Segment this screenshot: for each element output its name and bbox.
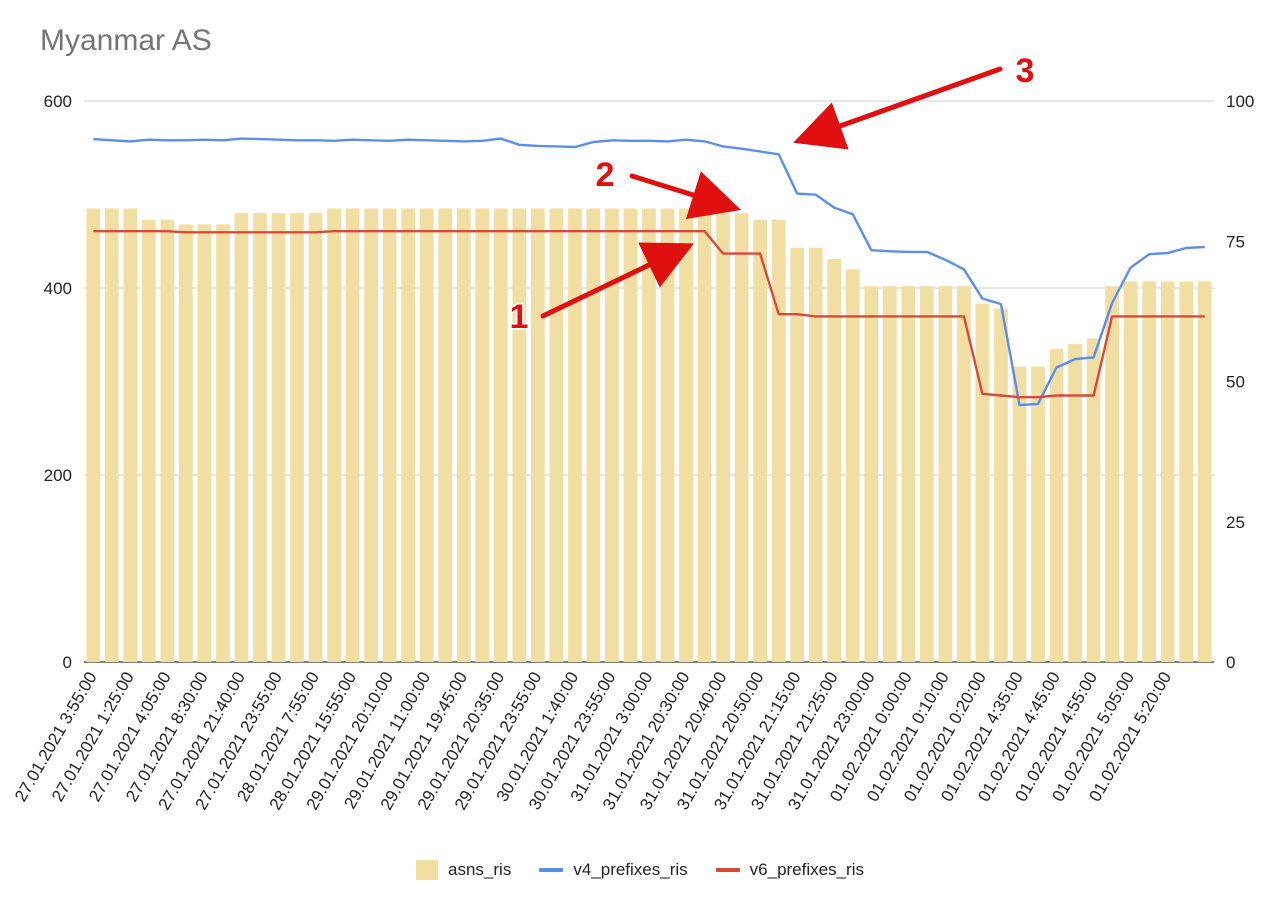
legend-item-v6[interactable]: v6_prefixes_ris [715,860,864,880]
bar-asns[interactable] [1049,348,1064,662]
annotation-arrow [540,242,695,319]
y-left-tick-label: 0 [63,653,72,672]
bar-asns[interactable] [197,224,212,663]
bar-asns[interactable] [216,224,230,663]
bar-asns[interactable] [86,208,101,662]
bar-asns[interactable] [642,208,656,662]
bar-asns[interactable] [697,208,712,662]
bar-asns[interactable] [419,208,434,662]
bar-asns[interactable] [845,269,860,662]
bar-asns[interactable] [994,308,1008,662]
bar-asns[interactable] [290,213,304,662]
y-right-tick-label: 25 [1226,513,1245,532]
y-right-tick-label: 50 [1226,373,1245,392]
bar-asns[interactable] [568,208,582,662]
bar-asns[interactable] [808,247,823,663]
chart-legend: asns_ris v4_prefixes_ris v6_prefixes_ris [0,860,1280,880]
annotation-arrow [793,66,1003,150]
annotation-label: 2 [596,156,615,194]
bar-asns[interactable] [271,213,286,662]
bar-asns[interactable] [1142,281,1157,662]
bar-asns[interactable] [734,213,749,662]
bar-asns[interactable] [827,259,842,662]
bar-asns[interactable] [475,208,490,662]
y-left-tick-label: 200 [44,466,72,485]
annotation-arrow [629,171,742,219]
bar-asns[interactable] [160,219,175,662]
bar-asns[interactable] [438,208,453,662]
line-v4-prefixes[interactable] [93,137,1205,407]
bar-asns[interactable] [623,208,638,662]
y-left-tick-label: 400 [44,279,72,298]
bar-asns[interactable] [605,208,619,662]
annotation-label: 3 [1016,52,1035,90]
bar-asns[interactable] [253,213,267,662]
bar-asns[interactable] [382,208,397,662]
bar-asns[interactable] [938,286,953,662]
line-v6-prefixes[interactable] [93,229,1205,399]
bar-asns[interactable] [901,286,916,662]
bar-asns[interactable] [753,219,768,662]
legend-swatch-asns [416,860,439,880]
y-right-tick-label: 0 [1226,653,1235,672]
bar-asns[interactable] [308,213,323,662]
legend-swatch-v4 [539,868,564,872]
bar-asns[interactable] [401,208,416,662]
bar-asns[interactable] [345,208,360,662]
bar-asns[interactable] [660,208,675,662]
legend-item-v4[interactable]: v4_prefixes_ris [539,860,688,880]
bar-asns[interactable] [920,286,934,662]
bar-asns[interactable] [586,208,601,662]
chart-title: Myanmar AS [40,24,212,57]
y-right-tick-label: 75 [1226,232,1245,251]
bar-asns[interactable] [1031,366,1045,662]
bar-asns[interactable] [771,219,786,662]
bar-asns[interactable] [1179,281,1194,662]
bar-asns[interactable] [1086,338,1101,662]
bar-asns[interactable] [549,208,564,662]
legend-label-v4: v4_prefixes_ris [573,860,688,879]
bar-asns[interactable] [123,208,138,662]
bar-asns[interactable] [141,219,156,662]
bar-asns[interactable] [1160,281,1175,662]
legend-label-v6: v6_prefixes_ris [749,860,864,879]
y-left-tick-label: 600 [44,92,72,111]
bar-asns[interactable] [234,213,249,662]
bar-asns[interactable] [716,213,730,662]
legend-swatch-v6 [715,868,740,872]
y-right-tick-label: 100 [1226,92,1254,111]
bar-asns[interactable] [104,208,119,662]
bar-asns[interactable] [1105,286,1119,662]
bar-asns[interactable] [1197,281,1212,662]
legend-item-asns[interactable]: asns_ris [416,860,511,880]
bar-asns[interactable] [456,208,471,662]
bar-asns[interactable] [327,208,341,662]
bar-asns[interactable] [679,208,693,662]
bar-asns[interactable] [530,208,545,662]
bar-asns[interactable] [1012,366,1027,662]
bar-asns[interactable] [1068,344,1082,662]
annotation-label: 1 [510,298,529,336]
bar-asns[interactable] [864,286,879,662]
bar-asns[interactable] [1123,281,1138,662]
bar-asns[interactable] [493,208,508,662]
bar-asns[interactable] [512,208,527,662]
bar-asns[interactable] [957,286,971,662]
legend-label-asns: asns_ris [448,860,512,879]
bar-asns[interactable] [882,286,897,662]
bar-asns[interactable] [364,208,378,662]
bar-asns[interactable] [179,224,193,663]
bar-asns[interactable] [790,247,805,663]
bar-asns[interactable] [975,303,990,662]
